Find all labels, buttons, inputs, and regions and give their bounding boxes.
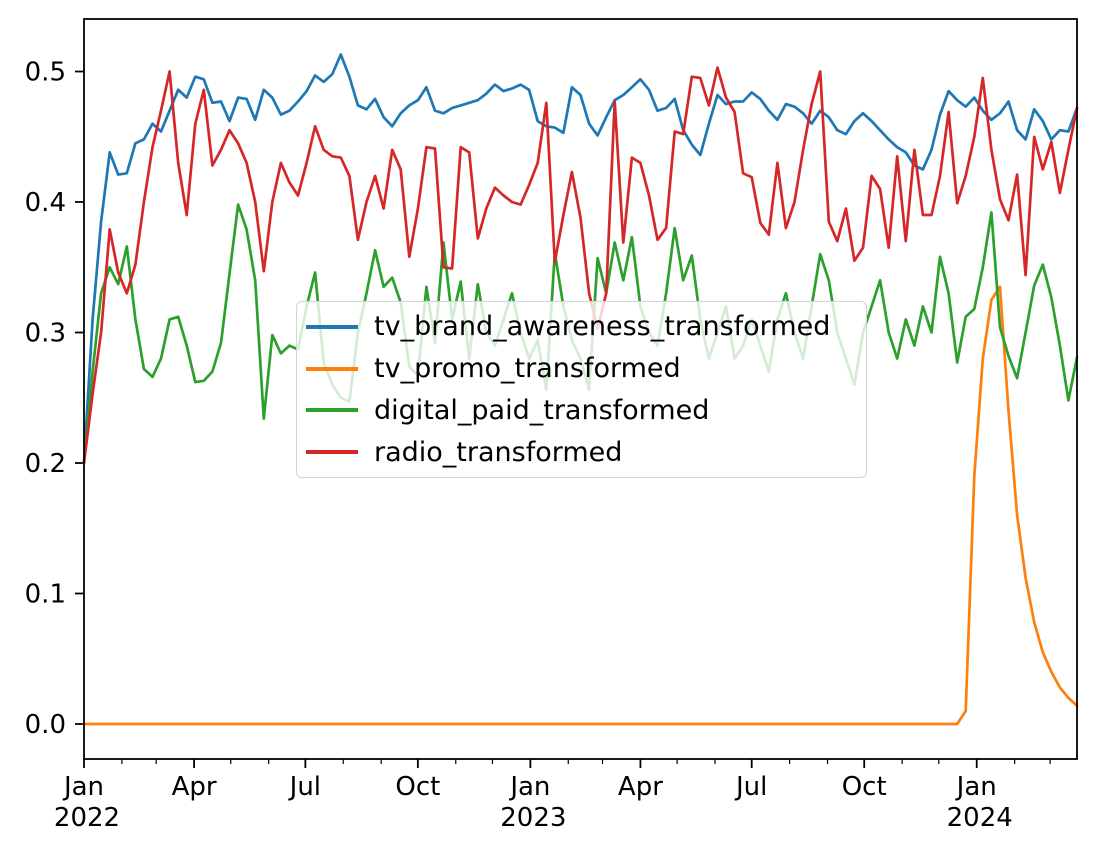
x-tick-label: Jul — [734, 772, 767, 802]
legend-label: digital_paid_transformed — [374, 394, 710, 426]
x-tick-label: Jan — [508, 772, 550, 802]
x-tick-year-label: 2023 — [500, 803, 566, 833]
x-tick-label: Oct — [842, 772, 887, 802]
x-tick-label: Apr — [618, 772, 663, 802]
plot-spines — [83, 18, 1078, 760]
legend-entry: tv_promo_transformed — [297, 348, 866, 390]
legend-entry: radio_transformed — [297, 431, 866, 473]
legend-label: tv_brand_awareness_transformed — [374, 311, 831, 343]
x-tick-label: Oct — [395, 772, 440, 802]
x-tick-year-label: 2024 — [947, 803, 1013, 833]
y-tick-label: 0.1 — [25, 580, 66, 610]
legend-entry: tv_brand_awareness_transformed — [297, 306, 866, 348]
series-line-radio_transformed — [82, 66, 1079, 465]
legend-label: radio_transformed — [374, 436, 623, 468]
legend-label: tv_promo_transformed — [374, 353, 681, 385]
x-tick-year-label: 2022 — [54, 803, 120, 833]
legend-swatch-line — [306, 450, 358, 455]
legend-swatch-line — [306, 324, 358, 329]
x-tick-label: Jan — [955, 772, 997, 802]
x-tick-label: Jan — [62, 772, 104, 802]
legend-entry: digital_paid_transformed — [297, 390, 866, 432]
y-tick-label: 0.4 — [25, 188, 66, 218]
x-tick-label: Jul — [288, 772, 321, 802]
y-tick-label: 0.5 — [25, 58, 66, 88]
legend: tv_brand_awareness_transformed tv_promo_… — [296, 301, 867, 478]
legend-swatch-line — [306, 366, 358, 371]
series-line-tv_promo_transformed — [82, 285, 1079, 726]
y-tick-label: 0.3 — [25, 319, 66, 349]
x-tick-label: Apr — [172, 772, 217, 802]
series-line-tv_brand_awareness_transformed — [82, 53, 1079, 465]
legend-swatch-line — [306, 408, 358, 413]
y-tick-label: 0.2 — [25, 449, 66, 479]
y-tick-label: 0.0 — [25, 710, 66, 740]
